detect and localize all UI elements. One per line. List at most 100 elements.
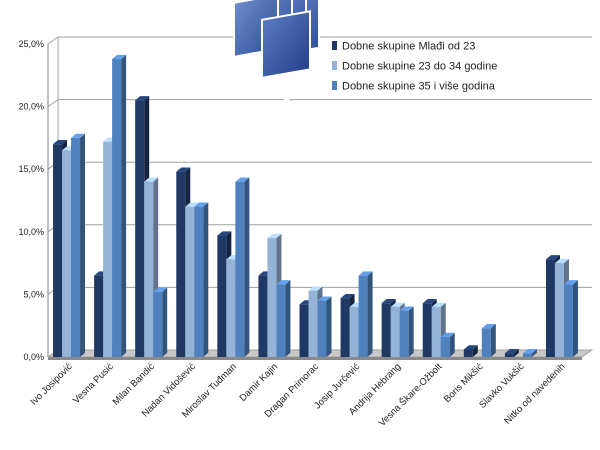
bar-front — [94, 275, 104, 357]
bar-front — [545, 259, 555, 357]
bar-front — [381, 303, 391, 357]
bar-side — [367, 271, 373, 357]
bar — [463, 345, 478, 357]
y-tick-label: 10,0% — [18, 227, 44, 237]
bar-top — [267, 233, 282, 239]
legend-swatch — [332, 41, 337, 50]
bar-side — [80, 133, 86, 357]
facebook-logo-icon: f — [233, 0, 320, 117]
bar-top — [431, 302, 446, 307]
bar-side — [162, 287, 168, 357]
bar-top — [554, 258, 569, 264]
bar-top — [463, 345, 478, 350]
bar-front — [504, 353, 514, 357]
x-category-label: Damir Kajin — [238, 361, 281, 404]
bars-layer — [53, 54, 578, 358]
bar — [194, 202, 209, 357]
bar-front — [185, 206, 195, 357]
bar-top — [217, 231, 232, 236]
bar-front — [440, 336, 450, 357]
x-category-label: Boris Mikšić — [442, 361, 486, 405]
bar-front — [62, 150, 72, 357]
bar-top — [390, 302, 405, 307]
bar — [235, 177, 250, 357]
bar — [358, 271, 373, 357]
bar-front — [463, 349, 473, 357]
bar-front — [258, 275, 268, 357]
bar-side — [285, 280, 291, 357]
legend-swatch — [332, 81, 337, 90]
bar-front — [563, 284, 573, 357]
bar — [504, 349, 519, 357]
bar-side — [203, 202, 209, 357]
bar-top — [340, 293, 355, 299]
bar-top — [422, 298, 437, 304]
bar-top — [358, 271, 373, 276]
bar-front — [299, 304, 309, 357]
bar-front — [431, 306, 441, 357]
bar-top — [317, 296, 332, 301]
bar-front — [340, 298, 350, 357]
bar-top — [185, 202, 200, 207]
bar-top — [481, 324, 496, 329]
y-axis-ticks: 0,0% 5,0% 10,0% 15,0% 20,0% 25,0% — [18, 39, 44, 362]
bar-top — [112, 54, 127, 60]
bar-front — [399, 310, 409, 357]
bar-front — [53, 144, 63, 357]
x-category-label: Vesna Pusić — [71, 361, 116, 406]
bar-front — [522, 353, 532, 357]
bar-top — [194, 202, 209, 207]
bar-top — [276, 280, 291, 285]
gridline-depth — [47, 36, 59, 45]
bar — [71, 133, 86, 357]
bar-front — [235, 181, 245, 357]
bar — [399, 306, 414, 357]
bar-front — [194, 206, 204, 357]
bar — [112, 54, 127, 358]
bar-top — [522, 349, 537, 354]
bar-top — [563, 280, 578, 285]
bar-top — [545, 255, 560, 260]
bar-top — [504, 349, 519, 354]
bar-top — [235, 177, 250, 182]
bar-top — [176, 167, 191, 172]
bar-top — [440, 332, 455, 337]
bar-side — [121, 54, 127, 357]
bar-front — [144, 181, 154, 357]
bar-front — [422, 303, 432, 357]
bar-side — [513, 349, 519, 357]
bar-front — [317, 300, 327, 357]
bar-front — [390, 306, 400, 357]
bar-side — [449, 332, 455, 357]
logo-letter: f — [280, 73, 294, 117]
bar-side — [326, 296, 332, 357]
bar — [481, 324, 496, 357]
y-tick-label: 5,0% — [23, 289, 44, 299]
bar-front — [276, 284, 286, 357]
bar-front — [217, 235, 227, 357]
bar-front — [554, 263, 564, 357]
bar-top — [308, 286, 323, 291]
legend-label: Dobne skupine 23 do 34 godine — [342, 61, 497, 73]
bar-side — [531, 349, 537, 357]
floor-front-edge — [48, 357, 582, 360]
bar-front — [267, 238, 277, 357]
bar — [440, 332, 455, 357]
bar-front — [176, 171, 186, 357]
y-tick-label: 25,0% — [18, 39, 44, 49]
y-tick-label: 0,0% — [23, 352, 44, 362]
bar-top — [381, 298, 396, 304]
bar-front — [71, 137, 81, 357]
bar-top — [53, 139, 68, 145]
legend-swatch — [332, 61, 337, 70]
legend: Dobne skupine Mlađi od 23 Dobne skupine 2… — [332, 41, 497, 93]
bar-front — [308, 290, 318, 357]
bar — [522, 349, 537, 357]
bar-front — [349, 306, 359, 357]
y-tick-label: 15,0% — [18, 164, 44, 174]
bar-front — [103, 141, 113, 357]
gridline-depth — [47, 99, 59, 108]
bar-top — [153, 287, 168, 292]
